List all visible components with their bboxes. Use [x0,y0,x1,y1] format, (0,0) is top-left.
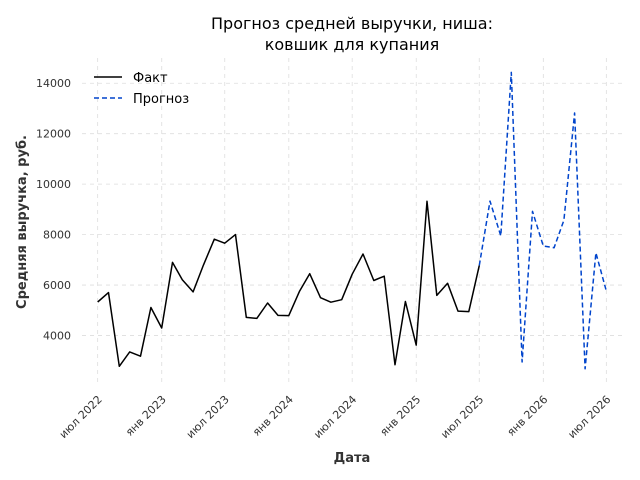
x-tick-label: янв 2025 [378,393,424,439]
x-tick-label: янв 2023 [123,393,169,439]
series-line-forecast [478,71,608,370]
x-tick-label: июл 2026 [565,393,613,441]
series-lines [97,71,608,370]
series-line-fact [97,200,481,368]
x-tick-label: янв 2026 [505,393,551,439]
x-tick-label: июл 2024 [311,393,359,441]
y-tick-label: 4000 [43,330,71,343]
legend-label-forecast: Прогноз [133,92,189,107]
x-axis-ticks: июл 2022 янв 2023 июл 2023 янв 2024 июл 2024… [57,393,614,441]
legend: Факт Прогноз [94,71,189,107]
x-tick-label: июл 2025 [438,393,486,441]
y-axis-label: Средняя выручка, руб. [15,135,30,309]
x-tick-label: июл 2023 [184,393,232,441]
grid [82,58,622,386]
y-axis-ticks: 4000 6000 8000 10000 12000 14000 [36,77,71,342]
x-tick-label: янв 2024 [250,393,296,439]
x-tick-label: июл 2022 [57,393,105,441]
x-axis-label: Дата [334,451,371,466]
y-tick-label: 12000 [36,128,71,141]
y-tick-label: 6000 [43,279,71,292]
chart-title-line2: ковшик для купания [265,35,440,54]
y-tick-label: 14000 [36,77,71,90]
legend-label-fact: Факт [133,71,168,86]
y-tick-label: 8000 [43,229,71,242]
chart-title-line1: Прогноз средней выручки, ниша: [211,14,493,33]
y-tick-label: 10000 [36,178,71,191]
